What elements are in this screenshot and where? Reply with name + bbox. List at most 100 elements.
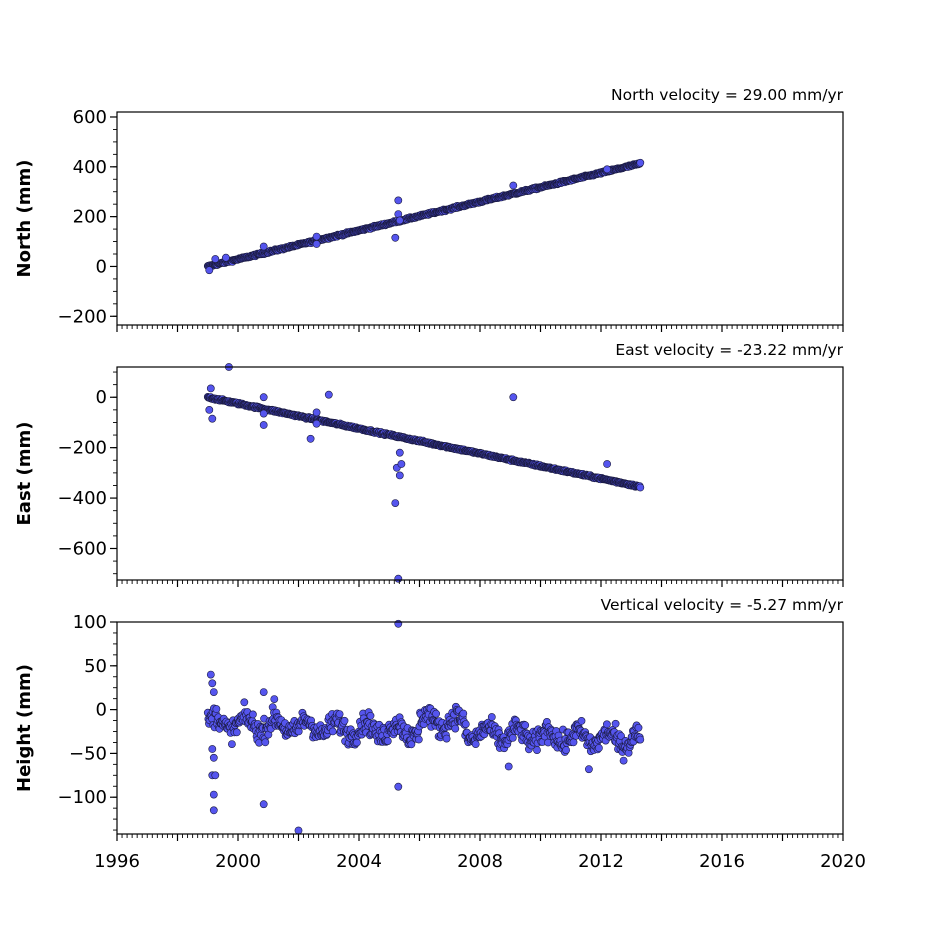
outlier-point [209, 790, 218, 799]
axes-frame [116, 111, 844, 326]
x-ticks [116, 580, 844, 587]
outlier-point [603, 165, 611, 174]
outlier-point [221, 253, 230, 262]
y-tick-label: 100 [73, 612, 107, 633]
data-point [533, 746, 541, 754]
outlier-point [391, 499, 400, 507]
outlier-point [312, 240, 321, 248]
data-point [227, 740, 236, 748]
data-point [328, 727, 337, 736]
x-tick-label: 2020 [820, 851, 866, 872]
outlier-point [312, 408, 321, 417]
data-point [335, 710, 344, 718]
data-point [451, 724, 460, 733]
outlier-point [585, 765, 593, 774]
data-points [203, 619, 645, 835]
data-point [636, 483, 645, 492]
data-point [459, 709, 468, 718]
outlier-point [270, 695, 279, 703]
data-point [569, 738, 578, 747]
y-axis-label: North (mm) [14, 160, 35, 278]
y-tick-label: −400 [58, 488, 107, 509]
data-point [634, 723, 643, 732]
outlier-point [504, 762, 513, 771]
outlier-point [394, 210, 403, 218]
outlier-point [209, 688, 218, 696]
outlier-point [205, 266, 214, 275]
y-tick-label: 400 [73, 157, 107, 178]
outlier-point [395, 448, 404, 457]
outlier-point [509, 181, 518, 190]
y-tick-label: 0 [96, 256, 107, 277]
x-tick-label: 2012 [578, 851, 624, 872]
outlier-point [306, 434, 315, 443]
outlier-point [259, 393, 268, 402]
data-point [232, 728, 241, 737]
y-tick-label: −600 [58, 538, 107, 559]
panel-title: Vertical velocity = -5.27 mm/yr [601, 596, 844, 614]
data-point [577, 717, 586, 725]
outlier-point [205, 405, 214, 414]
outlier-point [395, 216, 404, 225]
data-point [366, 711, 375, 720]
data-point [487, 713, 496, 721]
data-point [619, 756, 628, 765]
outlier-point [259, 409, 268, 418]
y-tick-label: 200 [73, 207, 107, 228]
outlier-point [394, 196, 403, 205]
y-axis-label: East (mm) [14, 422, 35, 526]
data-point [432, 709, 440, 718]
x-tick-label: 2016 [699, 851, 745, 872]
outlier-point [394, 782, 403, 791]
data-point [636, 158, 645, 167]
data-point [471, 740, 480, 748]
outlier-point [294, 826, 303, 835]
outlier-point [208, 745, 217, 753]
y-tick-label: 50 [84, 656, 107, 677]
data-point [240, 698, 249, 707]
data-point [407, 740, 416, 749]
panel-title: East velocity = -23.22 mm/yr [615, 341, 843, 359]
north-panel: North velocity = 29.00 mm/yr North (mm) −2… [14, 86, 844, 332]
outlier-point [211, 771, 220, 780]
y-ticks: −600 −400 −200 0 [58, 371, 117, 575]
y-tick-label: −100 [58, 787, 107, 808]
outlier-point [208, 679, 217, 688]
data-point [636, 735, 645, 744]
data-point [603, 720, 611, 729]
data-point [212, 705, 221, 713]
x-tick-label: 1996 [94, 851, 140, 872]
outlier-point [391, 233, 400, 242]
data-point [562, 746, 570, 754]
outlier-point [312, 232, 321, 241]
outlier-point [394, 574, 403, 583]
data-points [203, 363, 645, 583]
data-point [352, 738, 361, 747]
y-tick-label: 0 [96, 700, 107, 721]
data-points [203, 158, 645, 275]
data-point [461, 720, 470, 728]
y-tick-label: −200 [58, 438, 107, 459]
outlier-point [209, 753, 218, 762]
outlier-point [208, 414, 217, 423]
outlier-point [259, 688, 268, 696]
data-point [261, 738, 270, 747]
data-point [340, 716, 349, 725]
data-point [595, 744, 603, 752]
data-point [383, 737, 392, 745]
data-point [617, 732, 625, 740]
y-ticks: −100 −50 0 50 100 [58, 612, 117, 831]
y-tick-label: −50 [69, 743, 107, 764]
data-point [414, 735, 423, 744]
outlier-point [397, 460, 406, 468]
y-tick-label: 600 [73, 107, 107, 128]
east-panel: East velocity = -23.22 mm/yr East (mm) −60… [14, 341, 844, 587]
outlier-point [259, 242, 268, 251]
outlier-point [394, 619, 403, 628]
outlier-point [206, 670, 215, 679]
data-point [611, 719, 620, 728]
data-point [508, 734, 517, 742]
outlier-point [259, 421, 268, 429]
data-point [521, 721, 530, 730]
